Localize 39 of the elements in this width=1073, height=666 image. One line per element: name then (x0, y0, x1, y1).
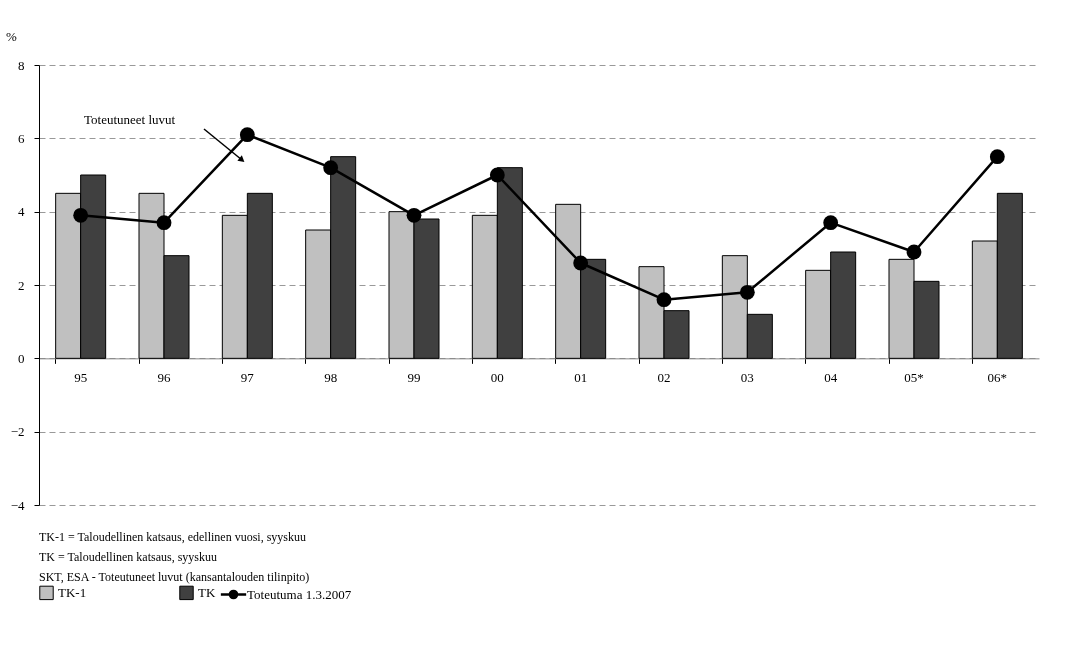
text: TK = Taloudellinen katsaus, syyskuu (39, 550, 218, 564)
point (73, 207, 89, 223)
y-tick-label: −2 (10, 424, 25, 440)
x-tick-label: 97 (240, 369, 255, 385)
x-tick-label: 06* (987, 369, 1008, 385)
y-tick-label: 8 (18, 57, 25, 73)
x-tick-label: 04 (824, 369, 838, 385)
point (989, 149, 1005, 165)
x-tick-label: 98 (324, 369, 338, 385)
text: TK-1 = Taloudellinen katsaus, edellinen vuosi, syyskuu (39, 530, 306, 544)
x-tick-label: 02 (657, 369, 671, 385)
legend-label: TK (198, 584, 216, 600)
annotation: Toteutuneet luvut (84, 112, 176, 127)
point (906, 244, 922, 260)
point (239, 127, 255, 143)
x-tick-label: 03 (740, 369, 754, 385)
point (823, 215, 839, 231)
point (156, 215, 172, 231)
point (489, 167, 505, 183)
point (656, 292, 672, 308)
legend-label: TK-1 (58, 584, 87, 600)
x-tick-label: 95 (74, 369, 88, 385)
x-tick-label: 01 (574, 369, 588, 385)
x-tick-label: 96 (157, 369, 171, 385)
point (406, 207, 422, 223)
x-tick-label: 99 (407, 369, 421, 385)
y-axis-title: % (6, 28, 18, 44)
point (323, 160, 339, 176)
point (739, 284, 755, 300)
y-tick-label: −4 (10, 497, 25, 513)
y-tick-label: 6 (18, 130, 25, 146)
x-tick-label: 00 (490, 369, 504, 385)
text: SKT, ESA - Toteutuneet luvut (kansantalouden tilinpito) (39, 570, 310, 584)
x-tick-label: 05* (904, 369, 924, 385)
legend-label: Toteutuma 1.3.2007 (247, 586, 352, 602)
y-tick-label: 2 (18, 277, 25, 293)
y-tick-label: 0 (18, 350, 25, 366)
y-tick-label: 4 (18, 204, 25, 220)
point (573, 255, 589, 271)
